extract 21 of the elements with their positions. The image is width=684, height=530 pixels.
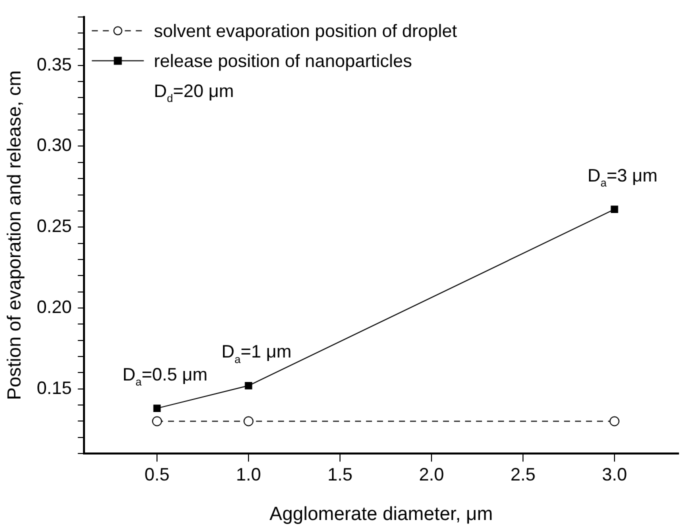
legend-label: release position of nanoparticles — [154, 50, 412, 71]
x-tick-label: 2.0 — [418, 464, 444, 484]
y-axis-title: Postion of evaporation and release, cm — [4, 70, 26, 400]
point — [152, 416, 162, 426]
point — [609, 416, 620, 426]
y-tick-label: 0.35 — [36, 54, 72, 74]
y-tick-label: 0.20 — [36, 296, 72, 317]
legend-label: solvent evaporation position of droplet — [154, 20, 458, 41]
x-tick-label: 3.0 — [602, 464, 627, 484]
x-tick-label: 1.0 — [236, 464, 262, 484]
x-tick-label: 2.5 — [510, 464, 536, 484]
point — [244, 416, 254, 426]
x-tick-label: 0.5 — [144, 464, 170, 484]
y-tick-label: 0.30 — [36, 135, 72, 156]
point — [153, 404, 161, 412]
y-tick-label: 0.15 — [36, 378, 72, 398]
point — [244, 382, 252, 390]
x-axis-title: Agglomerate diameter, μm — [270, 504, 493, 525]
y-tick-label: 0.25 — [36, 216, 72, 236]
point — [610, 206, 618, 213]
x-tick-label: 1.5 — [327, 464, 353, 484]
